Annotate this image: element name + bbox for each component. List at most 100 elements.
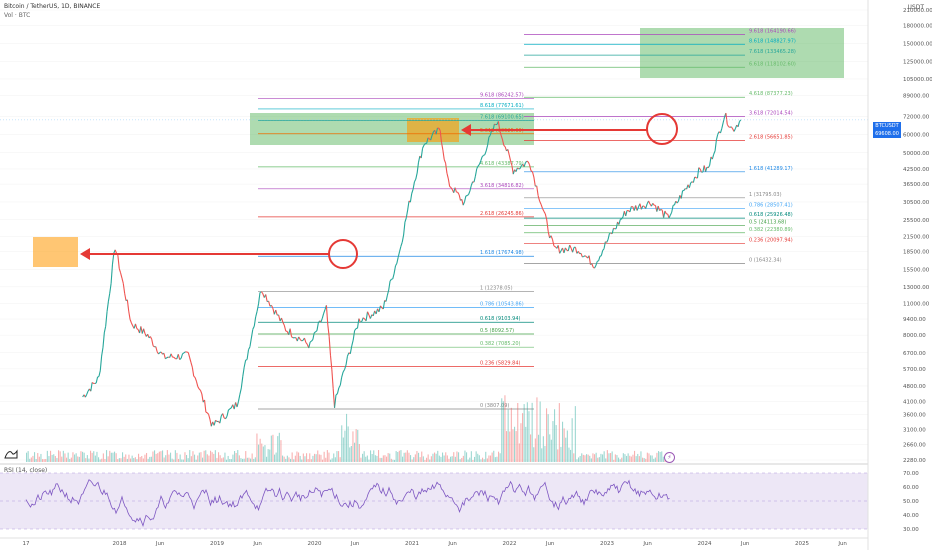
chart-title: Bitcoin / TetherUS, 1D, BINANCE <box>4 3 101 10</box>
volume-bar <box>158 451 160 462</box>
price-candle <box>130 322 134 327</box>
volume-bar <box>46 450 48 462</box>
volume-bar <box>496 456 498 462</box>
volume-bar <box>619 459 621 462</box>
volume-bar <box>475 451 477 462</box>
volume-bar <box>374 455 376 462</box>
volume-bar <box>389 453 391 462</box>
y-tick-label: 3100.00 <box>903 427 926 433</box>
volume-bar <box>600 453 602 462</box>
volume-bar <box>102 453 104 462</box>
volume-bar <box>360 457 362 462</box>
tradingview-logo-icon[interactable] <box>4 448 18 460</box>
rsi-indicator-label[interactable]: RSI (14, close) <box>4 467 48 474</box>
volume-bar <box>179 454 181 462</box>
flash-icon[interactable]: ⚡ <box>664 452 675 463</box>
price-candle <box>397 251 401 258</box>
price-candle <box>206 412 210 415</box>
y-tick-label: 60000.00 <box>903 133 930 139</box>
volume-bar <box>106 450 108 462</box>
volume-bar <box>286 455 288 462</box>
price-candle <box>652 202 655 206</box>
price-candle <box>484 150 487 155</box>
x-tick-label: 2021 <box>405 541 419 547</box>
price-candle <box>255 311 258 318</box>
volume-bar <box>296 451 298 462</box>
price-candle <box>677 195 681 202</box>
x-tick-label: Jun <box>545 541 555 547</box>
currency-label[interactable]: USDT <box>907 4 925 11</box>
price-candle <box>603 241 606 249</box>
price-candle <box>450 187 453 190</box>
price-candle <box>609 232 612 235</box>
volume-bar <box>104 458 106 462</box>
volume-bar <box>570 449 572 462</box>
price-candle <box>152 345 155 348</box>
price-candle <box>629 206 632 213</box>
volume-bar <box>155 453 157 462</box>
volume-bar <box>154 450 156 462</box>
volume-bar <box>526 402 528 462</box>
volume-bar <box>170 452 172 462</box>
volume-bar <box>616 455 618 462</box>
volume-bar <box>614 454 616 462</box>
price-candle <box>489 130 493 136</box>
volume-bar <box>590 458 592 462</box>
volume-bar <box>634 450 636 462</box>
volume-bar <box>493 450 495 462</box>
volume-bar <box>608 453 610 462</box>
volume-bar <box>635 456 637 462</box>
price-candle <box>321 313 325 319</box>
price-candle <box>721 122 724 129</box>
volume-bar <box>406 450 408 462</box>
price-candle <box>511 165 514 175</box>
volume-bar <box>202 457 204 462</box>
volume-bar <box>592 453 594 462</box>
volume-bar <box>230 459 232 462</box>
volume-bar <box>58 450 60 462</box>
volume-bar <box>258 444 260 462</box>
price-candle <box>143 328 146 334</box>
volume-bar <box>627 453 629 462</box>
volume-bar <box>109 450 111 462</box>
price-candle <box>621 216 624 220</box>
price-tag-countdown: 21:29:00 <box>875 139 899 145</box>
volume-bar <box>454 456 456 462</box>
volume-bar <box>584 455 586 462</box>
volume-bar <box>354 442 356 462</box>
price-candle <box>526 160 529 163</box>
price-candle <box>389 278 392 282</box>
price-candle <box>356 318 360 329</box>
price-candle <box>369 314 373 319</box>
volume-bar <box>299 455 301 462</box>
price-candle <box>382 300 386 310</box>
volume-bar <box>146 452 148 462</box>
volume-bar <box>418 452 420 462</box>
volume-bar <box>510 407 512 462</box>
volume-bar <box>182 459 184 462</box>
volume-bar <box>94 455 96 462</box>
price-candle <box>417 155 421 163</box>
volume-bar <box>506 431 508 462</box>
volume-bar <box>64 453 66 462</box>
volume-bar <box>472 459 474 462</box>
volume-bar <box>267 449 269 462</box>
price-candle <box>713 150 716 155</box>
price-candle <box>372 310 376 317</box>
price-candle <box>332 388 336 408</box>
price-candle <box>707 165 711 169</box>
volume-bar <box>445 452 447 462</box>
volume-bar <box>645 458 647 462</box>
volume-bar <box>229 459 231 462</box>
price-candle <box>625 210 628 217</box>
volume-bar <box>550 439 552 462</box>
volume-bar <box>400 450 402 462</box>
volume-bar <box>381 457 383 462</box>
x-tick-label: 2023 <box>600 541 614 547</box>
volume-bar <box>32 455 34 462</box>
volume-bar <box>611 451 613 462</box>
volume-bar <box>280 440 282 462</box>
y-tick-label: 11000.00 <box>903 301 930 307</box>
price-candle <box>660 208 663 211</box>
